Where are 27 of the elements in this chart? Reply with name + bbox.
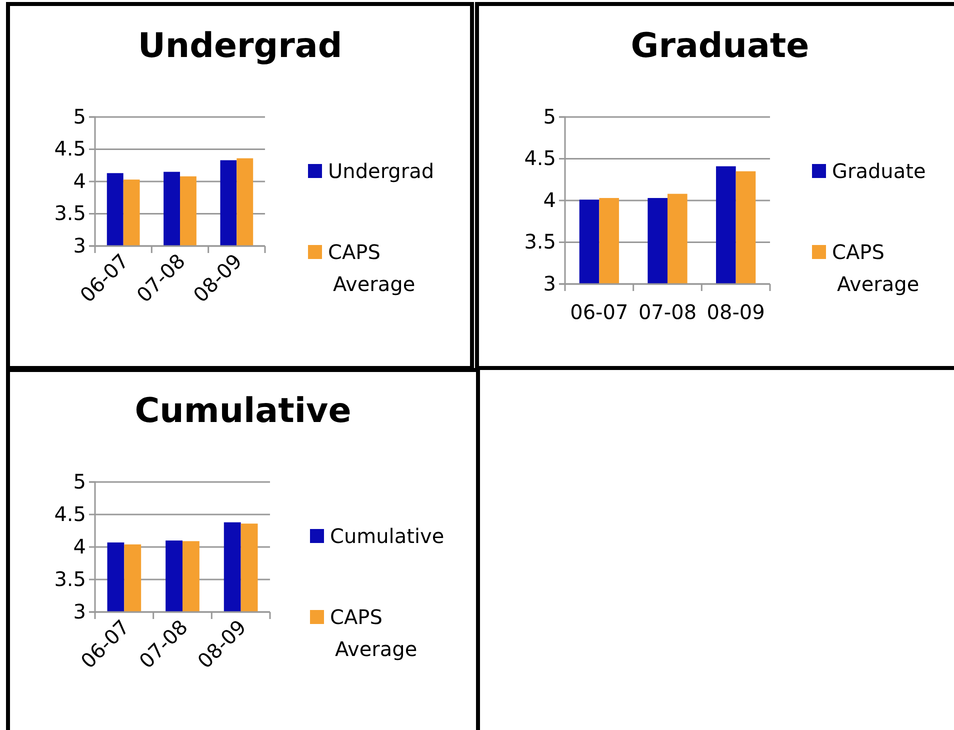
y-tick-label: 4.5 — [54, 502, 86, 526]
y-tick-label: 3 — [73, 599, 86, 624]
legend-label: CAPS Average — [328, 240, 416, 296]
x-tick-label: 08-09 — [706, 300, 765, 324]
legend-label: Graduate — [832, 159, 926, 183]
y-tick-label: 4 — [73, 168, 86, 193]
y-tick-label: 5 — [73, 469, 86, 494]
y-tick-label: 4.5 — [524, 146, 556, 170]
y-tick-label: 5 — [73, 104, 86, 128]
legend-label: Cumulative — [330, 524, 444, 548]
y-tick-label: 5 — [543, 104, 556, 128]
chart-title: Cumulative — [134, 391, 352, 431]
chart-title: Graduate — [630, 26, 810, 66]
legend-label: CAPS Average — [832, 240, 920, 296]
legend-label: CAPS Average — [330, 605, 418, 661]
y-tick-label: 3.5 — [524, 230, 556, 254]
chart-title: Undergrad — [138, 26, 342, 66]
y-tick-label: 3.5 — [54, 566, 86, 591]
y-tick-label: 3 — [543, 271, 556, 296]
y-tick-label: 4.5 — [54, 136, 86, 161]
y-tick-label: 3 — [73, 233, 86, 258]
x-tick-label: 06-07 — [570, 300, 628, 324]
y-tick-label: 4 — [73, 534, 86, 558]
legend-label: Undergrad — [328, 159, 434, 183]
x-tick-label: 07-08 — [638, 300, 697, 324]
y-tick-label: 3.5 — [54, 201, 86, 226]
y-tick-label: 4 — [543, 188, 556, 212]
